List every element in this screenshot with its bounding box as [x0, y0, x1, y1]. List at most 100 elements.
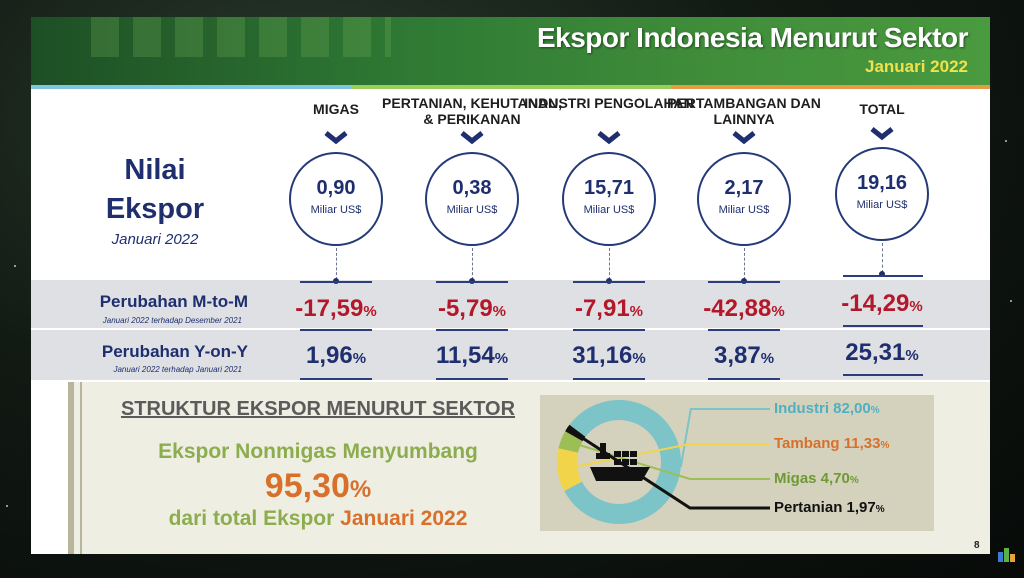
chevron-down-icon: [460, 131, 484, 145]
total-export-period: Januari 2022: [340, 507, 468, 530]
connector-line: [882, 243, 883, 273]
sector-label-pertanian: PERTANIAN, KEHUTANAN, & PERIKANAN: [382, 95, 562, 127]
percent-sign: %: [349, 476, 372, 503]
legend-tambang: Tambang 11,33%: [774, 435, 889, 452]
row-label-mtm: Perubahan M-to-M: [99, 292, 248, 311]
chevron-down-icon: [732, 131, 756, 145]
mtm-value-migas: -17,59%: [271, 295, 401, 323]
total-export-prefix: dari total Ekspor: [168, 507, 335, 530]
star-decoration: [14, 265, 16, 267]
total-export-text: dari total Ekspor Januari 2022: [118, 507, 518, 531]
export-value-pertambangan: 2,17: [724, 177, 764, 199]
donut-chart-box: Industri 82,00% Tambang 11,33% Migas 4,70%…: [540, 395, 934, 531]
nilai-label: Nilai: [124, 154, 186, 186]
legend-migas: Migas 4,70%: [774, 470, 859, 487]
sector-label-migas: MIGAS: [313, 101, 359, 117]
value-circle-pertanian: 0,38 Miliar US$: [425, 152, 519, 246]
nilai-period: Januari 2022: [111, 231, 199, 248]
sector-label-total: TOTAL: [859, 101, 905, 117]
nonmigas-text: Ekspor Nonmigas Menyumbang: [158, 440, 478, 463]
yoy-number: 3,87: [713, 342, 761, 369]
connector-dot: [879, 271, 885, 277]
yoy-band: [31, 330, 990, 380]
percent-sign: %: [352, 350, 367, 367]
mtm-value-pertanian: -5,79%: [407, 295, 537, 323]
mtm-number: -7,91: [574, 295, 630, 322]
percent-sign: %: [870, 405, 880, 416]
star-decoration: [6, 505, 8, 507]
mtm-number: -14,29: [841, 290, 910, 317]
export-unit: Miliar US$: [446, 204, 498, 216]
header-pattern: [91, 17, 391, 57]
value-circle-industri: 15,71 Miliar US$: [562, 152, 656, 246]
section-accent-line: [80, 382, 82, 554]
percent-sign: %: [632, 350, 646, 367]
export-unit: Miliar US$: [583, 204, 635, 216]
accent-bar-blue: [31, 85, 351, 89]
page-title: Ekspor Indonesia Menurut Sektor: [536, 22, 969, 53]
divider-line: [708, 378, 780, 380]
legend-text: Industri 82,00: [774, 400, 871, 417]
sector-label-pertambangan: PERTAMBANGAN DAN LAINNYA: [667, 95, 821, 127]
donut-chart: [557, 400, 770, 524]
export-unit: Miliar US$: [856, 199, 908, 211]
percent-sign: %: [905, 347, 919, 364]
section-accent-bar: [68, 382, 74, 554]
divider-line: [300, 378, 372, 380]
sector-label-industri: INDUSTRI PENGOLAHAN: [524, 95, 694, 111]
divider-line: [436, 378, 508, 380]
divider-line: [708, 329, 780, 331]
percent-sign: %: [909, 298, 923, 315]
mtm-number: -17,59: [295, 295, 364, 322]
header-banner: Ekspor Indonesia Menurut Sektor Januari …: [31, 17, 990, 85]
cargo-ship-icon: [590, 443, 650, 481]
mtm-band: [31, 280, 990, 328]
page-number: 8: [974, 540, 980, 551]
legend-text: Migas 4,70: [774, 470, 850, 487]
percent-sign: %: [492, 303, 507, 320]
bps-logo-icon: [998, 548, 1015, 562]
yoy-value-pertambangan: 3,87%: [679, 342, 809, 370]
chevron-down-icon: [597, 131, 621, 145]
divider-line: [573, 281, 645, 283]
ekspor-label: Ekspor: [105, 193, 205, 225]
yoy-number: 31,16: [572, 342, 633, 369]
legend-industri: Industri 82,00%: [774, 400, 880, 417]
export-value-total: 19,16: [856, 172, 908, 194]
divider-line: [573, 329, 645, 331]
percent-sign: %: [875, 504, 885, 515]
donut-slice-industri: [564, 400, 681, 524]
connector-line: [609, 248, 610, 280]
divider-line: [573, 378, 645, 380]
yoy-number: 1,96: [305, 342, 353, 369]
nonmigas-share-number: 95,30: [264, 467, 350, 505]
mtm-value-total: -14,29%: [817, 290, 947, 318]
yoy-number: 25,31: [845, 339, 906, 366]
yoy-value-pertanian: 11,54%: [407, 342, 537, 370]
row-note-mtm: Januari 2022 terhadap Desember 2021: [102, 316, 242, 325]
percent-sign: %: [880, 440, 890, 451]
accent-bar-orange: [671, 85, 990, 89]
chevron-down-icon: [324, 131, 348, 145]
divider-line: [300, 281, 372, 283]
yoy-value-total: 25,31%: [817, 339, 947, 367]
mtm-number: -5,79: [437, 295, 493, 322]
star-decoration: [1010, 300, 1012, 302]
yoy-number: 11,54: [435, 342, 495, 369]
connector-line: [744, 248, 745, 280]
divider-line: [708, 281, 780, 283]
donut-slice-tambang: [557, 448, 582, 492]
percent-sign: %: [363, 303, 377, 320]
mtm-value-industri: -7,91%: [544, 295, 674, 323]
divider-line: [843, 275, 923, 277]
star-decoration: [1005, 140, 1007, 142]
legend-pertanian: Pertanian 1,97%: [774, 499, 885, 516]
struktur-title: STRUKTUR EKSPOR MENURUT SEKTOR: [120, 398, 516, 420]
leader-line-industri: [679, 408, 770, 467]
mtm-value-pertambangan: -42,88%: [679, 295, 809, 323]
export-value-industri: 15,71: [583, 177, 635, 199]
legend-text: Pertanian 1,97: [774, 499, 876, 516]
page-subtitle: Januari 2022: [864, 57, 968, 76]
divider-line: [300, 329, 372, 331]
export-value-migas: 0,90: [316, 177, 356, 199]
